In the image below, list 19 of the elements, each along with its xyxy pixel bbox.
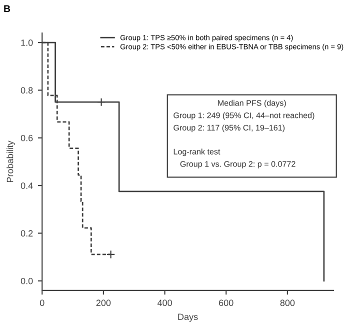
y-tick-label: 0.4	[20, 182, 33, 189]
annotation: Log-rank test	[174, 148, 220, 156]
y-tick-label: 0.2	[20, 230, 33, 237]
chart-title: B	[4, 5, 10, 12]
y-tick-label: 1.0	[21, 40, 33, 46]
x-tick-label: 800	[280, 300, 295, 306]
x-axis-title: Days	[178, 314, 198, 322]
x-tick-label: 0	[40, 300, 44, 306]
x-tick-label: 200	[96, 300, 111, 306]
annotation: Group 1: 249 (95% CI, 44–not reached)	[174, 112, 314, 120]
x-tick-label: 600	[219, 300, 234, 306]
y-tick-label: 0.6	[20, 134, 33, 142]
y-axis-title: Probability	[6, 140, 15, 182]
y-tick-label: 0.0	[20, 278, 33, 284]
annotation: Group 1 vs. Group 2: p = 0.0772	[180, 161, 296, 168]
annotation: Group 2: 117 (95% CI, 19–161)	[174, 124, 285, 132]
annotation: Median PFS (days)	[218, 100, 286, 108]
y-tick-label: 0.8	[20, 87, 33, 94]
x-tick-label: 400	[157, 300, 172, 306]
